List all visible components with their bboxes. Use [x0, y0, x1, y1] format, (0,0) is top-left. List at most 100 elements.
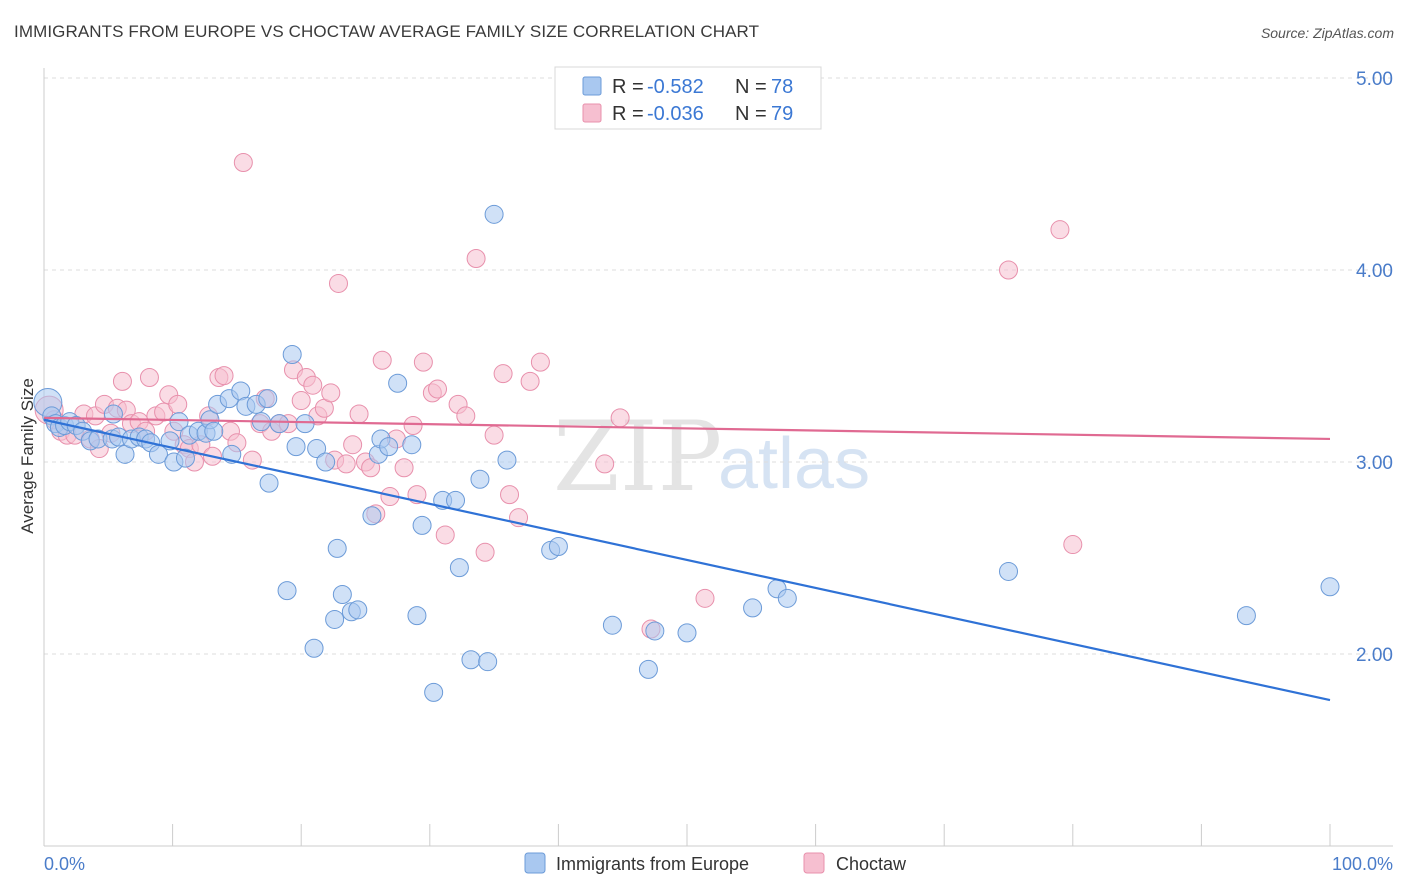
y-axis-tick-labels: 2.00 3.00 4.00 5.00 — [1356, 69, 1393, 666]
choctaw-point — [595, 454, 615, 474]
legend-label-choctaw: Choctaw — [836, 854, 907, 874]
europe-point — [316, 452, 336, 472]
stats-box: R = -0.582 N = 78 R = -0.036 N = 79 — [554, 66, 822, 130]
europe-point — [407, 606, 427, 626]
europe-point — [388, 373, 408, 393]
legend-item-europe[interactable]: Immigrants from Europe — [524, 852, 749, 874]
choctaw-point — [214, 366, 234, 386]
europe-point — [175, 448, 195, 468]
europe-point — [446, 490, 466, 510]
choctaw-point — [328, 273, 348, 293]
watermark-atlas: atlas — [718, 424, 870, 504]
choctaw-point — [336, 454, 356, 474]
europe-point — [478, 652, 498, 672]
y-tick-label: 4.00 — [1356, 261, 1393, 282]
source-credit: Source: ZipAtlas.com — [1260, 25, 1394, 41]
stats-r-label-europe: R = — [612, 76, 644, 98]
legend-item-choctaw[interactable]: Choctaw — [803, 852, 907, 874]
europe-point — [169, 412, 189, 432]
europe-point — [304, 638, 324, 658]
chart-title: IMMIGRANTS FROM EUROPE VS CHOCTAW AVERAG… — [14, 22, 760, 41]
choctaw-point — [500, 485, 520, 505]
choctaw-point — [530, 352, 550, 372]
series-choctaw-points — [34, 152, 1083, 639]
stats-swatch-choctaw — [582, 103, 602, 123]
europe-point — [777, 588, 797, 608]
europe-point — [379, 437, 399, 457]
choctaw-point — [1063, 535, 1083, 555]
stats-n-value-europe: 78 — [771, 76, 793, 98]
choctaw-point — [610, 408, 630, 428]
europe-point — [1320, 577, 1340, 597]
europe-point — [332, 584, 352, 604]
legend-label-europe: Immigrants from Europe — [556, 854, 749, 874]
choctaw-point — [484, 425, 504, 445]
stats-swatch-europe — [582, 76, 602, 96]
y-tick-label: 3.00 — [1356, 453, 1393, 474]
watermark-zip: ZIP — [553, 401, 722, 513]
europe-point — [548, 536, 568, 556]
choctaw-point — [321, 383, 341, 403]
stats-r-value-europe: -0.582 — [647, 76, 704, 98]
stats-r-label-choctaw: R = — [612, 103, 644, 125]
europe-point — [484, 204, 504, 224]
europe-point — [638, 659, 658, 679]
stats-r-value-choctaw: -0.036 — [647, 103, 704, 125]
y-tick-label: 5.00 — [1356, 69, 1393, 90]
choctaw-point — [413, 352, 433, 372]
watermark: ZIP atlas — [553, 401, 870, 513]
legend-swatch-choctaw — [803, 852, 825, 874]
europe-point — [307, 439, 327, 459]
europe-point — [461, 650, 481, 670]
choctaw-point — [456, 406, 476, 426]
choctaw-point — [168, 394, 188, 414]
europe-point — [259, 473, 279, 493]
choctaw-point — [233, 152, 253, 172]
choctaw-point — [403, 416, 423, 436]
choctaw-point — [999, 260, 1018, 280]
choctaw-point — [139, 368, 159, 388]
choctaw-point — [394, 458, 414, 478]
choctaw-point — [695, 588, 715, 608]
choctaw-point — [349, 404, 369, 424]
choctaw-point — [343, 435, 363, 455]
europe-point — [412, 515, 432, 535]
europe-point — [449, 558, 469, 578]
choctaw-point — [291, 391, 311, 411]
europe-point — [362, 506, 382, 526]
europe-point — [645, 621, 665, 641]
choctaw-point — [112, 371, 132, 391]
europe-point — [277, 581, 297, 601]
europe-point — [743, 598, 763, 618]
choctaw-point — [466, 248, 486, 268]
x-tick-label-min: 0.0% — [44, 854, 85, 874]
europe-point — [286, 437, 306, 457]
europe-point — [497, 450, 517, 470]
y-tick-label: 2.00 — [1356, 645, 1393, 666]
europe-trend-line — [43, 418, 1331, 702]
europe-point — [348, 600, 368, 620]
stats-n-label-europe: N = — [735, 76, 767, 98]
legend: Immigrants from Europe Choctaw — [524, 852, 907, 874]
choctaw-point — [475, 542, 495, 562]
europe-point — [402, 435, 422, 455]
choctaw-point — [520, 371, 540, 391]
choctaw-point — [428, 379, 448, 399]
europe-point — [327, 538, 347, 558]
x-axis-ticks — [43, 824, 1331, 846]
choctaw-point — [303, 375, 323, 395]
series-europe-points — [33, 204, 1340, 702]
europe-point — [282, 344, 302, 364]
choctaw-trend-line — [43, 416, 1331, 441]
europe-point — [602, 615, 622, 635]
choctaw-point — [1050, 220, 1070, 240]
europe-point — [258, 389, 278, 409]
x-tick-label-max: 100.0% — [1332, 854, 1393, 874]
europe-point — [325, 609, 345, 629]
choctaw-point — [372, 350, 392, 370]
europe-point — [677, 623, 697, 643]
stats-n-value-choctaw: 79 — [771, 103, 793, 125]
y-axis-label: Average Family Size — [18, 378, 37, 534]
europe-point — [295, 414, 315, 434]
